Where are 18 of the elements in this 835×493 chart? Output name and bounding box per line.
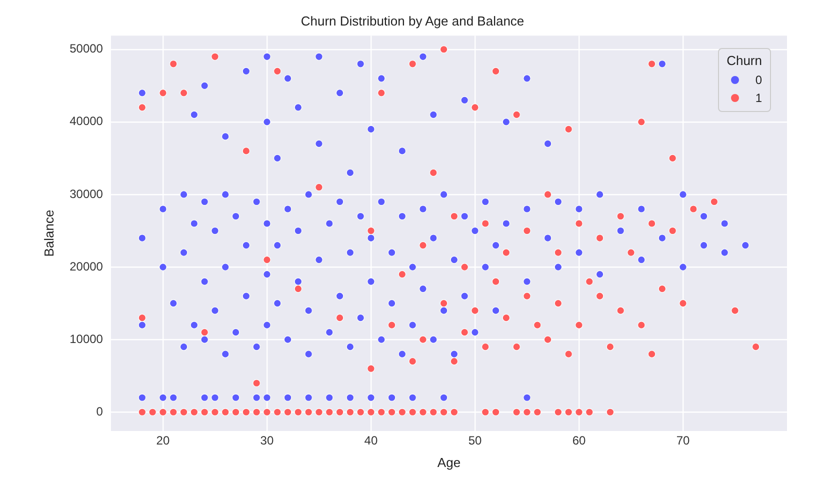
y-tick-label: 40000	[70, 114, 104, 128]
x-tick-label: 40	[364, 434, 378, 448]
y-tick-label: 20000	[70, 259, 104, 274]
x-tick-label: 50	[468, 434, 482, 448]
y-axis-title: Balance	[41, 210, 56, 257]
legend-title: Churn	[726, 53, 762, 68]
x-tick-label: 60	[572, 434, 586, 448]
legend-label: 1	[755, 90, 762, 107]
chart-title: Churn Distribution by Age and Balance	[300, 13, 524, 28]
y-tick-label: 10000	[70, 332, 104, 346]
y-tick-label: 50000	[70, 42, 104, 56]
y-tick-label: 30000	[70, 186, 104, 201]
legend-label: 0	[755, 72, 762, 89]
x-axis-title: Age	[437, 454, 461, 470]
x-tick-label: 30	[260, 434, 274, 448]
y-tick-label: 0	[96, 404, 104, 418]
x-tick-label: 20	[156, 434, 170, 448]
x-tick-label: 70	[676, 434, 690, 448]
